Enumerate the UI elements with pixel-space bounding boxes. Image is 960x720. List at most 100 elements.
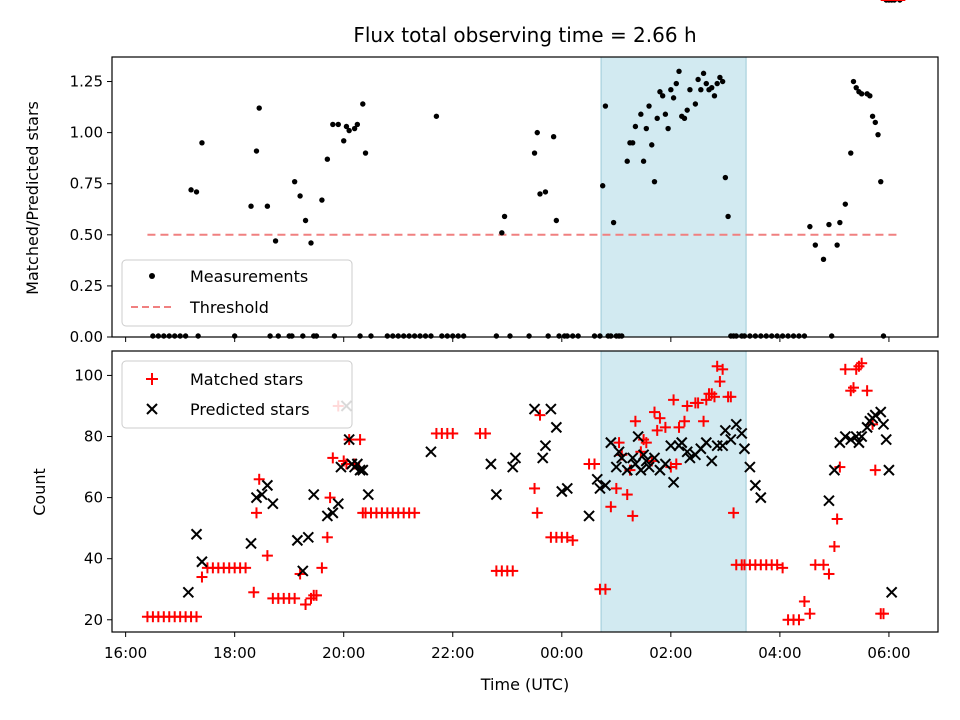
matched-star-point: [261, 550, 273, 562]
predicted-star-point: [716, 439, 729, 452]
measurement-point: [275, 333, 281, 339]
predicted-star-point: [845, 433, 857, 446]
matched-star-point: [856, 357, 868, 369]
predicted-star-point: [250, 491, 263, 504]
matched-star-point: [409, 507, 421, 519]
top-y-axis-label: Matched/Predicted stars: [23, 101, 42, 295]
matched-star-point: [599, 583, 611, 595]
legend-predicted-label: Predicted stars: [190, 400, 310, 419]
measurement-point: [256, 105, 262, 111]
matched-star-point: [698, 415, 710, 427]
predicted-star-point: [861, 421, 873, 434]
matched-star-point: [804, 608, 816, 620]
chart-title: Flux total observing time = 2.66 h: [353, 23, 696, 47]
measurement-point: [300, 333, 306, 339]
measurement-point: [253, 148, 260, 154]
count-panel: Count Time (UTC) 20 40 60 80 100 16:00 18:00 2…: [30, 0, 939, 694]
measurement-point: [537, 191, 543, 197]
predicted-star-point: [719, 424, 732, 437]
predicted-star-point: [823, 494, 835, 507]
matched-stars-points: [141, 0, 906, 626]
measurement-point: [341, 138, 347, 144]
predicted-star-point: [507, 461, 519, 473]
matched-star-point: [681, 400, 693, 412]
measurement-point: [289, 333, 295, 339]
y-tick-label: 60: [84, 489, 103, 507]
matched-star-point: [798, 595, 810, 607]
bottom-legend: Matched stars Predicted stars: [121, 360, 353, 429]
measurement-point: [354, 121, 361, 128]
matched-star-point: [196, 571, 208, 583]
measurement-point: [624, 158, 630, 164]
measurement-point: [542, 189, 549, 195]
measurement-point: [790, 333, 797, 339]
matched-star-point: [823, 568, 835, 580]
measurement-point: [709, 84, 715, 91]
measurement-point: [272, 238, 279, 244]
matched-star-point: [354, 434, 366, 446]
predicted-star-point: [556, 485, 568, 498]
predicted-star-point: [637, 449, 650, 461]
predicted-star-point: [343, 433, 355, 446]
predicted-star-point: [885, 586, 898, 599]
matched-star-point: [725, 391, 737, 403]
matched-star-point: [310, 589, 322, 601]
top-plot-frame: [111, 56, 939, 338]
measurement-point: [681, 115, 688, 122]
y-tick-label: 1.25: [70, 73, 103, 91]
measurement-point: [362, 150, 369, 156]
matched-star-point: [240, 562, 252, 574]
measurement-point: [763, 333, 769, 339]
matched-star-point: [648, 406, 660, 418]
predicted-star-point: [725, 433, 737, 446]
predicted-star-point: [599, 479, 612, 492]
measurement-point: [695, 76, 701, 83]
measurement-point: [796, 333, 802, 339]
bottom-x-ticks: 16:00 18:00 20:00 22:00 00:00 02:00 04:00 06:00: [104, 632, 911, 662]
predicted-star-point: [539, 439, 552, 452]
predicted-star-point: [321, 510, 334, 522]
predicted-star-point: [308, 488, 320, 501]
measurement-point: [395, 333, 401, 339]
x-tick-label: 04:00: [758, 644, 801, 662]
matched-star-point: [250, 507, 262, 519]
predicted-star-point: [744, 461, 756, 473]
legend-measurements-label: Measurements: [190, 267, 308, 286]
predicted-star-point: [261, 479, 274, 492]
top-legend: Measurements Threshold: [121, 259, 353, 327]
matched-star-point: [818, 559, 830, 571]
measurement-point: [758, 333, 764, 339]
measurement-point: [774, 333, 780, 339]
matched-star-point: [659, 421, 671, 433]
measurement-point: [725, 213, 731, 220]
measurement-point: [779, 333, 786, 339]
measurement-point: [406, 333, 412, 339]
matched-star-point: [654, 412, 666, 424]
matched-star-point: [610, 482, 622, 494]
top-y-ticks: 0.00 0.25 0.50 0.75 1.00 1.25: [70, 73, 112, 346]
measurement-point: [507, 333, 513, 339]
matched-star-point: [728, 507, 740, 519]
predicted-star-point: [190, 528, 203, 540]
predicted-star-point: [545, 403, 557, 415]
predicted-star-point: [537, 452, 549, 464]
measurement-point: [177, 333, 183, 339]
predicted-star-point: [755, 491, 767, 504]
measurement-point: [433, 113, 440, 119]
predicted-star-point: [640, 455, 653, 467]
measurement-point: [858, 91, 865, 97]
matched-star-point: [529, 482, 541, 494]
measurement-point: [869, 113, 876, 119]
measurement-point: [343, 123, 350, 130]
matched-star-point: [839, 363, 851, 375]
measurement-point: [550, 134, 557, 140]
measurement-point: [501, 213, 508, 220]
matched-star-point: [191, 611, 203, 623]
top-x-ticks: [125, 337, 890, 342]
predicted-star-point: [736, 427, 748, 440]
measurement-point: [302, 217, 309, 224]
measurement-point: [700, 70, 707, 77]
matched-star-point: [714, 376, 726, 388]
measurement-point: [747, 333, 753, 339]
measurement-point: [171, 333, 178, 339]
